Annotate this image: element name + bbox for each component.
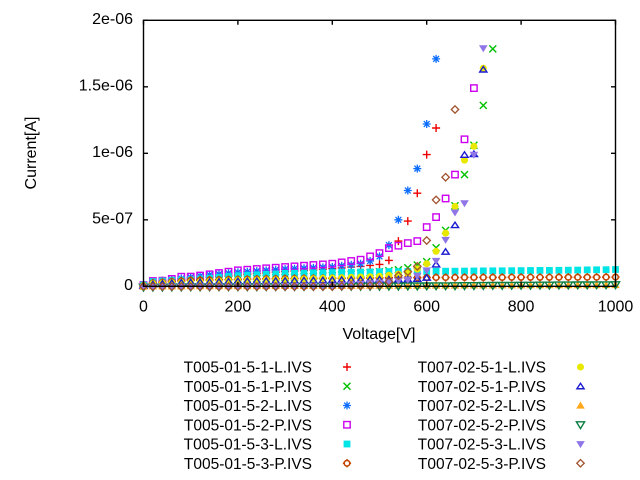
svg-text:Current[A]: Current[A]: [23, 117, 40, 190]
svg-text:T005-01-5-3-P.IVS: T005-01-5-3-P.IVS: [184, 456, 312, 473]
svg-text:1000: 1000: [598, 299, 634, 316]
svg-text:T007-02-5-3-L.IVS: T007-02-5-3-L.IVS: [418, 437, 546, 454]
svg-text:T005-01-5-2-L.IVS: T005-01-5-2-L.IVS: [184, 398, 312, 415]
svg-text:2e-06: 2e-06: [92, 11, 133, 28]
svg-text:T007-02-5-2-P.IVS: T007-02-5-2-P.IVS: [418, 417, 546, 434]
svg-text:1.5e-06: 1.5e-06: [79, 78, 133, 95]
svg-text:T005-01-5-1-P.IVS: T005-01-5-1-P.IVS: [184, 379, 312, 396]
svg-text:0: 0: [124, 277, 133, 294]
svg-text:T005-01-5-1-L.IVS: T005-01-5-1-L.IVS: [184, 360, 312, 377]
svg-text:200: 200: [225, 299, 252, 316]
svg-text:T005-01-5-3-L.IVS: T005-01-5-3-L.IVS: [184, 437, 312, 454]
svg-text:Voltage[V]: Voltage[V]: [343, 326, 416, 343]
svg-text:T007-02-5-1-L.IVS: T007-02-5-1-L.IVS: [418, 360, 546, 377]
svg-text:T007-02-5-2-L.IVS: T007-02-5-2-L.IVS: [418, 398, 546, 415]
svg-text:800: 800: [508, 299, 535, 316]
svg-text:T007-02-5-3-P.IVS: T007-02-5-3-P.IVS: [418, 456, 546, 473]
svg-text:5e-07: 5e-07: [92, 211, 133, 228]
svg-text:400: 400: [319, 299, 346, 316]
svg-text:T005-01-5-2-P.IVS: T005-01-5-2-P.IVS: [184, 417, 312, 434]
svg-text:T007-02-5-1-P.IVS: T007-02-5-1-P.IVS: [418, 379, 546, 396]
svg-text:0: 0: [139, 299, 148, 316]
svg-text:600: 600: [413, 299, 440, 316]
svg-text:1e-06: 1e-06: [92, 144, 133, 161]
